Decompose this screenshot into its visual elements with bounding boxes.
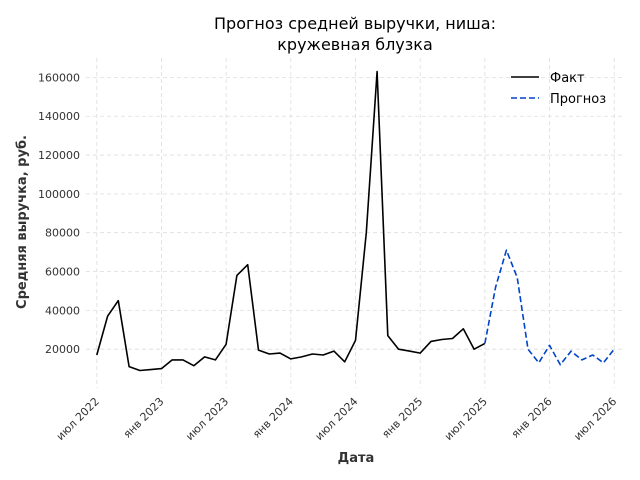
chart-title-line-1: Прогноз средней выручки, ниша: (214, 14, 496, 33)
series-line-fact (96, 70, 486, 372)
legend: Факт Прогноз (511, 71, 606, 107)
y-axis-ticks: 20000 40000 60000 80000 100000 120000 140000 16… (38, 71, 80, 356)
y-tick-label: 160000 (38, 71, 80, 84)
chart-title-line-2: кружевная блузка (277, 35, 433, 54)
y-tick-label: 40000 (45, 304, 80, 317)
y-tick-label: 60000 (45, 266, 80, 279)
series-layer (96, 70, 615, 372)
legend-label-forecast: Прогноз (550, 92, 606, 107)
y-axis-label: Средняя выручка, руб. (15, 135, 30, 309)
y-tick-label: 80000 (45, 227, 80, 240)
y-tick-label: 100000 (38, 188, 80, 201)
x-axis-label: Дата (338, 451, 375, 466)
legend-label-fact: Факт (550, 71, 585, 86)
y-tick-label: 20000 (45, 343, 80, 356)
y-tick-label: 140000 (38, 110, 80, 123)
series-line-forecast (484, 249, 615, 366)
y-tick-label: 120000 (38, 149, 80, 162)
chart-title: Прогноз средней выручки, ниша: кружевная… (214, 14, 496, 54)
